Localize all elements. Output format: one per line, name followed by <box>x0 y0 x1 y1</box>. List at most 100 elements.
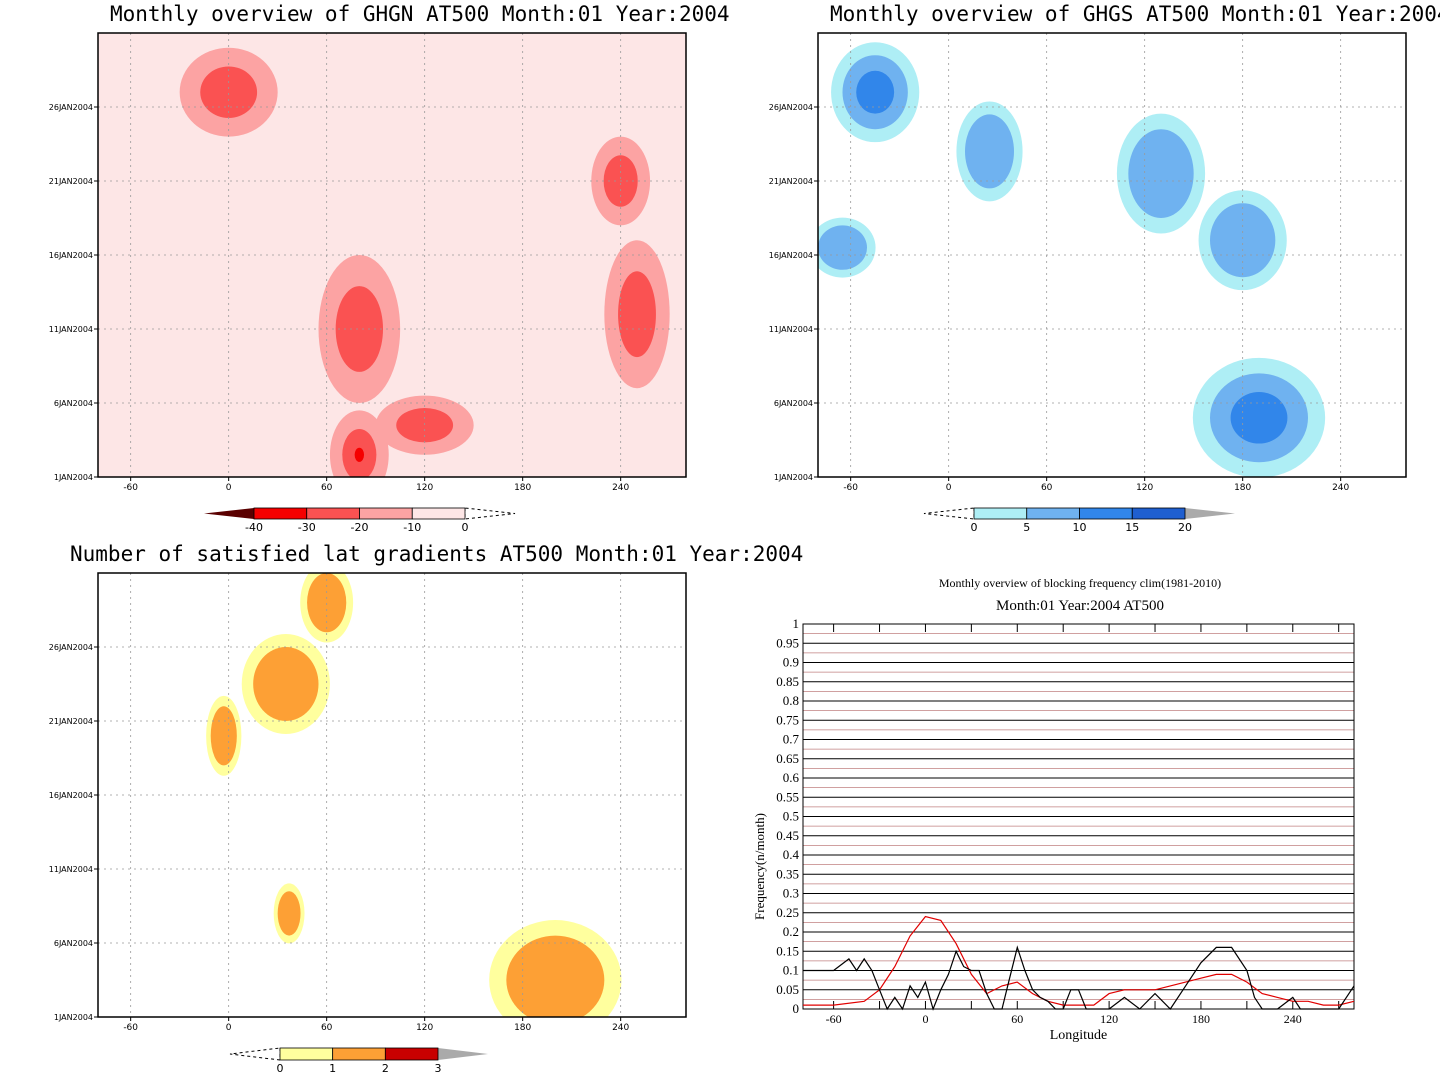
x-tick-label: 0 <box>922 1012 928 1026</box>
y-tick-label: 0.25 <box>776 905 799 920</box>
x-tick-label: 180 <box>514 1023 531 1033</box>
y-tick-label: 0.65 <box>776 751 799 766</box>
y-tick-label: 11JAN2004 <box>49 325 93 334</box>
contour-region <box>277 891 301 936</box>
colorbar-tick-label: -30 <box>298 521 316 534</box>
ghgs-chart: -60 0 60 120 180 240 1JAN2004 6JAN2004 11JAN2004… <box>769 32 1407 534</box>
y-tick-label: 21JAN2004 <box>769 177 813 186</box>
contour-region <box>1210 203 1276 278</box>
colorbar-left-arrow <box>229 1047 281 1061</box>
colorbar-tick-label: 5 <box>1023 521 1030 534</box>
contour-region <box>965 114 1014 189</box>
colorbar-segment <box>384 1047 439 1061</box>
x-tick-label: 240 <box>1332 483 1349 493</box>
y-tick-label: 0.05 <box>776 982 799 997</box>
x-tick-label: 60 <box>321 483 333 493</box>
colorbar-segment <box>332 1047 386 1061</box>
colorbar-tick-label: -40 <box>245 521 263 534</box>
y-tick-label: 16JAN2004 <box>49 791 93 800</box>
ghgs-panel: Monthly overview of GHGS AT500 Month:01 … <box>720 0 1440 540</box>
colorbar-tick-label: 2 <box>382 1062 389 1075</box>
x-tick-label: 0 <box>226 1023 232 1033</box>
colorbar-right-arrow <box>438 1048 488 1060</box>
y-tick-label: 26JAN2004 <box>49 103 93 112</box>
colorbar-tick-label: 15 <box>1125 521 1139 534</box>
colorbar-tick-label: 20 <box>1178 521 1192 534</box>
contour-region <box>307 573 347 633</box>
x-tick-label: 180 <box>1192 1012 1210 1026</box>
colorbar-tick-label: 3 <box>435 1062 442 1075</box>
y-axis-label: Frequency(n/month) <box>752 813 767 920</box>
y-tick-label: 0.45 <box>776 828 799 843</box>
colorbar-left-arrow <box>204 508 254 519</box>
y-tick-label: 0.95 <box>776 635 799 650</box>
ghgn-title: Monthly overview of GHGN AT500 Month:01 … <box>110 2 730 26</box>
contour-region <box>1128 129 1194 219</box>
y-tick-label: 0.75 <box>776 712 799 727</box>
contour-region <box>200 66 258 118</box>
contour-region <box>506 935 605 1017</box>
colorbar-segment <box>253 507 308 520</box>
y-tick-label: 0.85 <box>776 674 799 689</box>
blocking-frequency-chart: 0 0.05 0.1 0.15 0.2 0.25 0.3 0.35 0.4 0.45 0.5 0.55… <box>752 616 1355 1043</box>
y-tick-label: 0.5 <box>783 809 799 824</box>
contour-region <box>856 70 895 114</box>
x-tick-label: 60 <box>1011 1012 1023 1026</box>
colorbar-tick-label: 10 <box>1073 521 1087 534</box>
y-tick-label: 6JAN2004 <box>774 399 813 408</box>
x-tick-label: -60 <box>123 1023 138 1033</box>
y-tick-label: 26JAN2004 <box>49 643 93 652</box>
blocking-subtitle: Month:01 Year:2004 AT500 <box>996 598 1164 614</box>
y-tick-label: 0.35 <box>776 866 799 881</box>
x-tick-label: 0 <box>226 483 232 493</box>
colorbar-left-arrow <box>923 507 975 520</box>
y-tick-label: 0.6 <box>783 770 800 785</box>
y-tick-label: 21JAN2004 <box>49 177 93 186</box>
x-tick-label: 120 <box>1136 483 1153 493</box>
lat-gradients-chart: -60 0 60 120 180 2401JAN20046JAN200411JAN2004… <box>49 572 687 1075</box>
grid <box>803 623 1354 1010</box>
colorbar-tick-label: 0 <box>277 1062 284 1075</box>
contour-region <box>1230 392 1288 444</box>
colorbar-tick-label: -20 <box>351 521 369 534</box>
x-axis-label: Longitude <box>1050 1028 1108 1043</box>
ghgn-panel: Monthly overview of GHGN AT500 Month:01 … <box>0 0 730 540</box>
y-tick-label: 6JAN2004 <box>54 399 93 408</box>
grid <box>818 33 1406 477</box>
colorbar-segment <box>1131 507 1186 520</box>
colorbar-tick-label: -10 <box>403 521 421 534</box>
x-tick-label: 60 <box>1041 483 1053 493</box>
colorbar: 0 5 10 15 20 <box>923 507 1235 534</box>
y-tick-label: 11JAN2004 <box>769 325 813 334</box>
colorbar-segment <box>279 1047 334 1061</box>
colorbar-segment <box>359 507 413 520</box>
grid <box>98 573 686 1017</box>
y-tick-label: 6JAN2004 <box>54 939 93 948</box>
y-tick-label: 16JAN2004 <box>769 251 813 260</box>
x-tick-label: 60 <box>321 1023 333 1033</box>
lat-gradients-title: Number of satisfied lat gradients AT500 … <box>70 542 804 566</box>
x-tick-label: 120 <box>416 483 433 493</box>
colorbar: -40 -30 -20 -10 0 <box>204 507 516 534</box>
y-tick-label: 16JAN2004 <box>49 251 93 260</box>
blocking-frequency-panel: Monthly overview of blocking frequency c… <box>720 540 1440 1091</box>
ghgn-chart: -60 0 60 120 180 240 1JAN2004 6JAN2004 11JAN2004… <box>49 32 687 534</box>
y-tick-label: 1JAN2004 <box>54 1013 93 1022</box>
blocking-title: Monthly overview of blocking frequency c… <box>938 576 1222 590</box>
colorbar-segment <box>1026 507 1080 520</box>
frequency-line <box>803 945 1355 1011</box>
x-tick-label: -60 <box>843 483 858 493</box>
contour-region <box>210 706 237 766</box>
colorbar-right-arrow <box>1185 508 1235 519</box>
contour-region <box>354 447 365 462</box>
y-tick-label: 0 <box>793 1001 800 1016</box>
x-tick-label: 120 <box>416 1023 433 1033</box>
x-tick-label: 0 <box>946 483 952 493</box>
contour-fill <box>98 573 686 1017</box>
y-tick-label: 0.8 <box>783 693 799 708</box>
contour-region <box>396 408 454 443</box>
x-tick-label: -60 <box>826 1012 842 1026</box>
colorbar-segment <box>973 507 1028 520</box>
colorbar: 0 1 2 3 <box>229 1047 488 1075</box>
x-tick-label: 240 <box>612 483 629 493</box>
